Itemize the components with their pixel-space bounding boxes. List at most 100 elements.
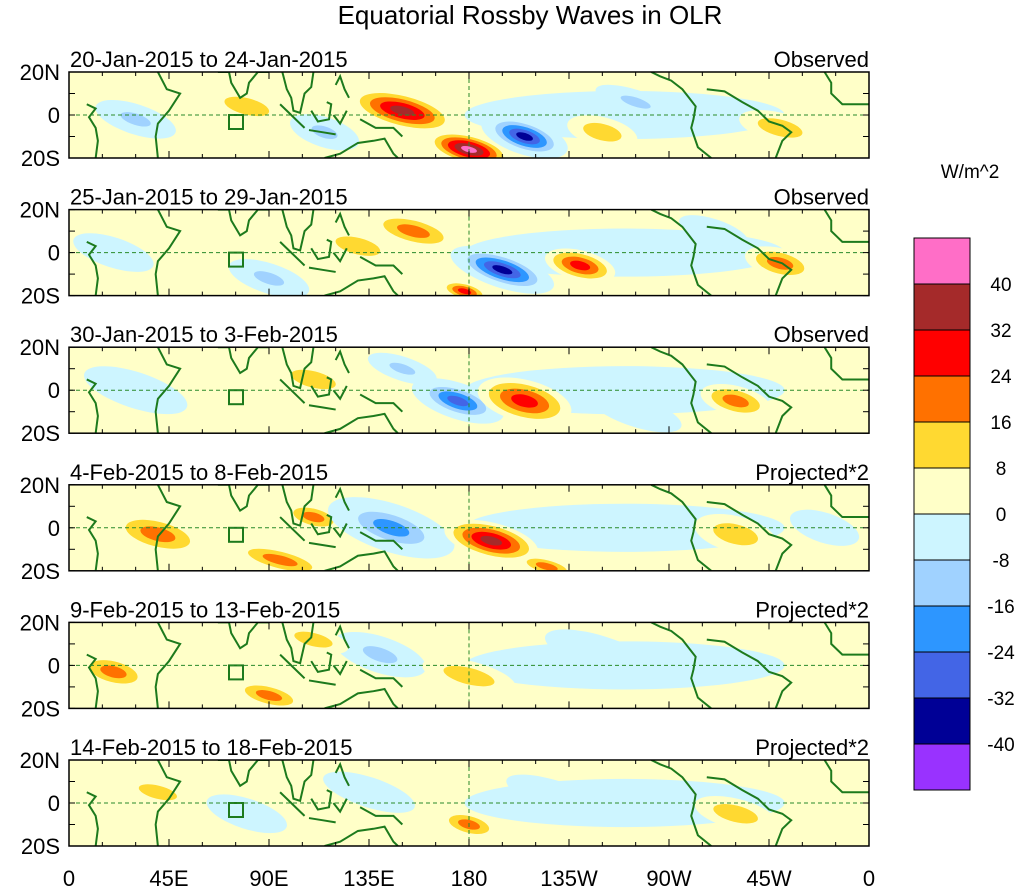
coastline [334, 73, 350, 99]
coastline [324, 687, 399, 709]
colorbar-level-label: 24 [990, 367, 1012, 388]
coastline [86, 378, 99, 434]
coastline [279, 378, 306, 404]
coastline [217, 72, 269, 100]
y-tick-label: 20S [21, 696, 60, 721]
coastline [359, 256, 404, 275]
anomaly-contour [302, 511, 325, 523]
coastline [217, 622, 269, 650]
anomaly-field [86, 760, 869, 846]
panel-5: 20N 0 20S 9-Feb-2015 to 13-Feb-2015 Projecte… [20, 597, 870, 721]
panel-period-label: 25-Jan-2015 to 29-Jan-2015 [70, 185, 348, 210]
panel-3: 20N 0 20S 30-Jan-2015 to 3-Feb-2015 Observed [20, 322, 870, 446]
anomaly-contour [694, 222, 733, 240]
y-tick-label: 20S [21, 146, 60, 171]
anomaly-contour [362, 646, 398, 664]
anomaly-contour [447, 395, 469, 407]
anomaly-contour [713, 804, 758, 824]
panel-source-label: Observed [774, 322, 869, 347]
anomaly-contour [492, 265, 513, 275]
anomaly-field [84, 347, 869, 434]
x-tick-label: 135W [540, 866, 598, 890]
colorbar-level-label: -8 [993, 551, 1010, 572]
x-tick-label: 0 [63, 866, 75, 890]
panel-1: 20N 0 20S 20-Jan-2015 to 24-Jan-2015 Observe… [20, 47, 870, 171]
colorbar-swatch [913, 605, 971, 653]
coastline [334, 211, 350, 236]
coastline [308, 129, 336, 136]
coastline [324, 412, 399, 434]
y-tick-label: 0 [48, 653, 60, 678]
coastline [823, 622, 869, 656]
anomaly-contour [457, 288, 472, 295]
coastline [86, 653, 99, 709]
coastline [706, 776, 793, 846]
coastline [334, 761, 350, 787]
anomaly-contour [224, 96, 270, 117]
panel-period-label: 20-Jan-2015 to 24-Jan-2015 [70, 47, 348, 72]
reference-box [228, 526, 244, 543]
y-tick-label: 20N [20, 748, 60, 773]
coastline [359, 118, 404, 138]
coastline [310, 651, 333, 673]
coastline [217, 347, 269, 375]
coastline [310, 513, 333, 536]
anomaly-contour [138, 784, 178, 801]
x-tick-label: 0 [863, 866, 875, 890]
panel-period-label: 14-Feb-2015 to 18-Feb-2015 [70, 735, 353, 760]
anomaly-contour [480, 535, 503, 546]
anomaly-contour [255, 690, 283, 701]
reference-box [228, 802, 244, 818]
x-tick-label: 135E [343, 866, 394, 890]
x-tick-label: 45E [149, 866, 188, 890]
anomaly-contour [224, 803, 269, 825]
coastline [650, 484, 712, 571]
anomaly-contour [713, 523, 759, 546]
coastline [154, 72, 182, 158]
coastline [310, 238, 333, 261]
coastline [310, 789, 333, 811]
panels-group: 20N 0 20S 20-Jan-2015 to 24-Jan-2015 Observe… [20, 47, 870, 859]
anomaly-contour [294, 631, 333, 648]
y-tick-label: 20S [21, 284, 60, 309]
coastline [706, 363, 793, 434]
colorbar-level-label: -32 [987, 689, 1014, 710]
coastline [281, 72, 315, 115]
colorbar: W/m^2 40 32 24 16 8 0 -8 -16 -24 -32 -40 [913, 162, 1015, 791]
coastline [281, 209, 315, 252]
x-tick-label: 45W [746, 866, 791, 890]
coastline [650, 347, 712, 434]
coastline [154, 484, 182, 571]
colorbar-swatch [913, 237, 971, 285]
anomaly-field [78, 622, 869, 709]
y-tick-label: 0 [48, 241, 60, 266]
anomaly-contour [571, 640, 634, 669]
x-tick-label: 90W [646, 866, 691, 890]
coastline [154, 347, 182, 434]
anomaly-contour [262, 553, 298, 567]
reference-box [228, 664, 244, 681]
panel-source-label: Projected*2 [755, 597, 869, 622]
colorbar-level-label: 16 [990, 413, 1011, 434]
coastline [324, 275, 399, 296]
coastline [359, 668, 404, 688]
coastline [86, 791, 99, 846]
anomaly-contour [529, 784, 587, 809]
anomaly-contour [511, 394, 538, 408]
colorbar-swatch [913, 697, 971, 745]
panel-source-label: Projected*2 [755, 460, 869, 485]
colorbar-level-label: 32 [990, 321, 1011, 342]
coastline [823, 484, 869, 519]
coastline [217, 484, 269, 513]
y-tick-label: 0 [48, 516, 60, 541]
reference-box [228, 114, 244, 130]
coastline [279, 241, 306, 267]
colorbar-swatch [913, 467, 971, 515]
anomaly-contour [443, 665, 495, 687]
coastline [359, 806, 404, 826]
anomaly-contour [253, 271, 285, 286]
coastline [706, 501, 793, 571]
coastline [308, 266, 336, 273]
coastline [279, 653, 306, 680]
